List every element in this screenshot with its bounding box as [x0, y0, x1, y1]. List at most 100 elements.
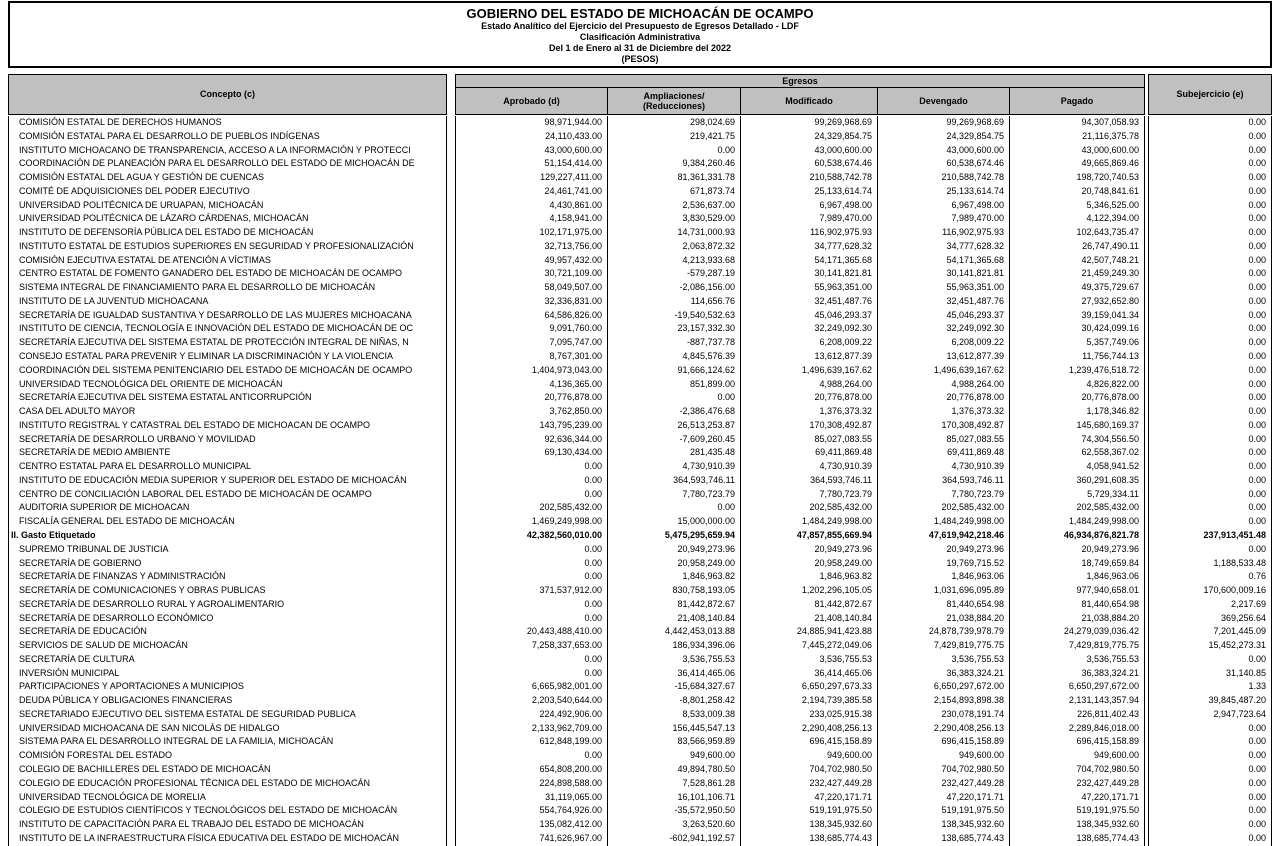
- cell-pagado: 20,949,273.96: [1010, 542, 1145, 557]
- cell-devengado: 34,777,628.32: [878, 239, 1010, 254]
- column-gap: [447, 157, 455, 171]
- row-concepto: SECRETARIADO EJECUTIVO DEL SISTEMA ESTAT…: [8, 707, 447, 722]
- cell-modificado: 99,269,968.69: [741, 116, 878, 130]
- row-concepto: INSTITUTO MICHOACANO DE TRANSPARENCIA, A…: [8, 143, 447, 158]
- cell-modificado: 1,202,296,105.05: [741, 584, 878, 598]
- row-concepto: SISTEMA PARA EL DESARROLLO INTEGRAL DE L…: [8, 735, 447, 750]
- cell-pagado: 519,191,975.50: [1010, 804, 1145, 819]
- row-concepto: COMISIÓN EJECUTIVA ESTATAL DE ATENCIÓN A…: [8, 253, 447, 268]
- cell-modificado: 949,600.00: [741, 749, 878, 763]
- cell-devengado: 3,536,755.53: [878, 652, 1010, 667]
- cell-ampliaciones: 851,899.00: [608, 377, 741, 392]
- row-concepto: SECRETARÍA DE COMUNICACIONES Y OBRAS PUB…: [8, 584, 447, 598]
- cell-subejercicio: 0.00: [1148, 391, 1272, 406]
- cell-subejercicio: 0.76: [1148, 570, 1272, 585]
- table-row: COMISIÓN EJECUTIVA ESTATAL DE ATENCIÓN A…: [8, 253, 1272, 268]
- column-gap: [447, 309, 455, 323]
- cell-modificado: 116,902,975.93: [741, 226, 878, 240]
- column-gap: [447, 199, 455, 213]
- cell-subejercicio: 0.00: [1148, 542, 1272, 557]
- cell-pagado: 62,558,367.02: [1010, 446, 1145, 461]
- egresos-label: Egresos: [456, 75, 1144, 88]
- row-concepto: COMISIÓN ESTATAL PARA EL DESARROLLO DE P…: [8, 129, 447, 144]
- cell-devengado: 6,967,498.00: [878, 198, 1010, 213]
- table-row: INSTITUTO DE CAPACITACIÓN PARA EL TRABAJ…: [8, 818, 1272, 832]
- subejercicio-column-header: Subejercicio (e): [1148, 74, 1272, 115]
- cell-aprobado: 741,626,967.00: [455, 831, 608, 846]
- row-concepto: INSTITUTO DE DEFENSORÍA PÚBLICA DEL ESTA…: [8, 226, 447, 240]
- table-header: Concepto (c) Egresos Aprobado (d) Amplia…: [8, 74, 1272, 115]
- cell-modificado: 704,702,980.50: [741, 762, 878, 777]
- cell-subejercicio: 0.00: [1148, 322, 1272, 337]
- cell-subejercicio: 0.00: [1148, 721, 1272, 736]
- cell-subejercicio: 0.00: [1148, 377, 1272, 392]
- row-concepto: COMISIÓN ESTATAL DE DERECHOS HUMANOS: [8, 116, 447, 130]
- cell-ampliaciones: 0.00: [608, 501, 741, 516]
- cell-devengado: 32,451,487.76: [878, 294, 1010, 309]
- cell-subejercicio: 0.00: [1148, 776, 1272, 791]
- cell-ampliaciones: -2,086,156.00: [608, 281, 741, 295]
- cell-aprobado: 64,586,826.00: [455, 308, 608, 323]
- cell-devengado: 36,383,324.21: [878, 666, 1010, 681]
- row-concepto: INSTITUTO DE CIENCIA, TECNOLOGÍA E INNOV…: [8, 322, 447, 337]
- cell-aprobado: 0.00: [455, 556, 608, 571]
- row-concepto: FISCALÍA GENERAL DEL ESTADO DE MICHOACÁN: [8, 515, 447, 529]
- cell-devengado: 6,208,009.22: [878, 336, 1010, 351]
- cell-modificado: 202,585,432.00: [741, 501, 878, 516]
- row-concepto: SECRETARÍA DE CULTURA: [8, 652, 447, 667]
- column-gap: [447, 474, 455, 488]
- column-gap: [447, 419, 455, 433]
- cell-aprobado: 20,443,488,410.00: [455, 625, 608, 640]
- cell-devengado: 519,191,975.50: [878, 804, 1010, 819]
- row-concepto: UNIVERSIDAD TECNOLÓGICA DE MORELIA: [8, 790, 447, 805]
- table-row: SECRETARÍA DE DESARROLLO ECONÓMICO 0.00 21…: [8, 611, 1272, 626]
- column-gap: [447, 254, 455, 268]
- row-concepto: COORDINACIÓN DE PLANEACIÓN PARA EL DESAR…: [8, 157, 447, 172]
- column-gap: [447, 763, 455, 777]
- cell-aprobado: 0.00: [455, 611, 608, 626]
- table-row: SECRETARÍA DE FINANZAS Y ADMINISTRACIÓN 0…: [8, 570, 1272, 585]
- cell-devengado: 232,427,449.28: [878, 776, 1010, 791]
- cell-devengado: 6,650,297,672.00: [878, 680, 1010, 695]
- cell-ampliaciones: -602,941,192.57: [608, 831, 741, 846]
- column-gap: [447, 653, 455, 667]
- cell-pagado: 198,720,740.53: [1010, 171, 1145, 185]
- row-concepto: COLEGIO DE EDUCACIÓN PROFESIONAL TÉCNICA…: [8, 776, 447, 791]
- column-gap: [447, 515, 455, 529]
- row-concepto: INSTITUTO DE EDUCACIÓN MEDIA SUPERIOR Y …: [8, 473, 447, 488]
- cell-modificado: 138,345,932.60: [741, 818, 878, 832]
- cell-aprobado: 202,585,432.00: [455, 501, 608, 516]
- cell-ampliaciones: 219,421.75: [608, 129, 741, 144]
- table-row: SECRETARÍA DE IGUALDAD SUSTANTIVA Y DESA…: [8, 308, 1272, 323]
- cell-aprobado: 24,461,741.00: [455, 184, 608, 199]
- cell-aprobado: 6,665,982,001.00: [455, 680, 608, 695]
- cell-ampliaciones: -8,801,258.42: [608, 694, 741, 708]
- row-concepto: INVERSIÓN MUNICIPAL: [8, 666, 447, 681]
- column-gap: [447, 584, 455, 598]
- cell-ampliaciones: 81,442,872.67: [608, 597, 741, 612]
- column-gap: [447, 735, 455, 749]
- cell-pagado: 5,357,749.06: [1010, 336, 1145, 351]
- cell-modificado: 233,025,915.38: [741, 707, 878, 722]
- table-row: INSTITUTO DE DEFENSORÍA PÚBLICA DEL ESTA…: [8, 226, 1272, 240]
- column-gap: [447, 694, 455, 708]
- column-gap: [447, 543, 455, 557]
- row-concepto: PARTICIPACIONES Y APORTACIONES A MUNICIP…: [8, 680, 447, 695]
- cell-ampliaciones: 4,213,933.68: [608, 253, 741, 268]
- table-row: SISTEMA PARA EL DESARROLLO INTEGRAL DE L…: [8, 735, 1272, 750]
- cell-pagado: 4,826,822.00: [1010, 377, 1145, 392]
- table-row: COMITÉ DE ADQUISICIONES DEL PODER EJECUT…: [8, 184, 1272, 199]
- cell-aprobado: 1,469,249,998.00: [455, 515, 608, 529]
- cell-devengado: 202,585,432.00: [878, 501, 1010, 516]
- cell-pagado: 7,429,819,775.75: [1010, 639, 1145, 653]
- cell-devengado: 7,989,470.00: [878, 212, 1010, 227]
- cell-pagado: 24,279,039,036.42: [1010, 625, 1145, 640]
- row-concepto: SECRETARÍA DE MEDIO AMBIENTE: [8, 446, 447, 461]
- table-row: CENTRO ESTATAL PARA EL DESARROLLO MUNICI…: [8, 460, 1272, 474]
- cell-devengado: 60,538,674.46: [878, 157, 1010, 172]
- cell-devengado: 1,376,373.32: [878, 405, 1010, 419]
- cell-ampliaciones: 16,101,106.71: [608, 790, 741, 805]
- cell-subejercicio: 0.00: [1148, 363, 1272, 378]
- cell-devengado: 99,269,968.69: [878, 116, 1010, 130]
- table-row: INVERSIÓN MUNICIPAL 0.00 36,414,465.06 36,4…: [8, 666, 1272, 681]
